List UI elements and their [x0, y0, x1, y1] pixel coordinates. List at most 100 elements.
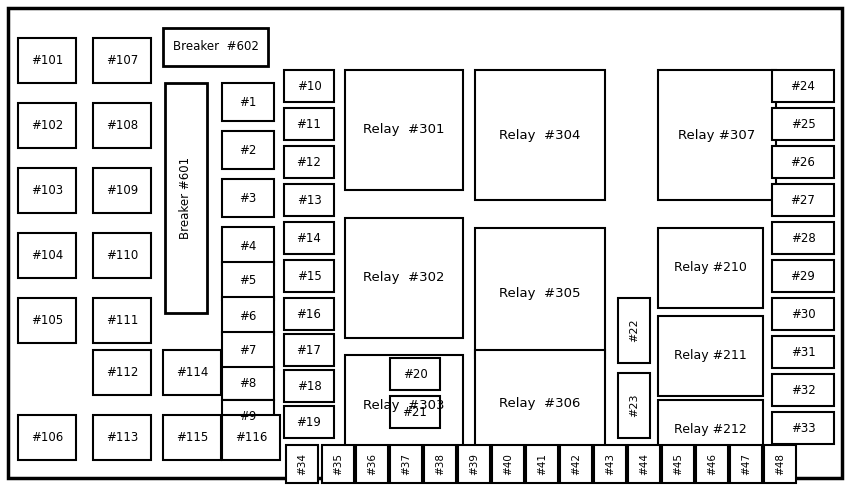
Bar: [284, 370, 334, 402]
Text: Relay  #303: Relay #303: [363, 399, 445, 411]
Text: Breaker  #602: Breaker #602: [173, 40, 258, 54]
Bar: [18, 298, 76, 343]
Text: #44: #44: [639, 453, 649, 475]
Bar: [772, 108, 834, 140]
Text: #107: #107: [106, 54, 138, 67]
Bar: [424, 445, 456, 483]
Text: #106: #106: [31, 431, 63, 444]
Bar: [772, 374, 834, 406]
Text: #20: #20: [403, 368, 428, 380]
Bar: [222, 262, 274, 300]
Text: #1: #1: [240, 95, 257, 109]
Text: #28: #28: [790, 232, 815, 245]
Text: #101: #101: [31, 54, 63, 67]
Text: #37: #37: [401, 453, 411, 475]
Text: #47: #47: [741, 453, 751, 475]
Text: #6: #6: [240, 309, 257, 322]
Text: #39: #39: [469, 453, 479, 475]
Bar: [18, 168, 76, 213]
Text: #35: #35: [333, 453, 343, 475]
Bar: [222, 83, 274, 121]
Text: #8: #8: [240, 377, 257, 390]
Text: #34: #34: [297, 453, 307, 475]
Text: #45: #45: [673, 453, 683, 475]
Text: #14: #14: [297, 232, 321, 245]
Bar: [18, 38, 76, 83]
Bar: [284, 184, 334, 216]
Text: #42: #42: [571, 453, 581, 475]
Bar: [772, 412, 834, 444]
Text: #19: #19: [297, 416, 321, 429]
Text: #16: #16: [297, 308, 321, 320]
Bar: [618, 298, 650, 363]
Bar: [390, 358, 440, 390]
Bar: [658, 70, 776, 200]
Bar: [284, 108, 334, 140]
Bar: [458, 445, 490, 483]
Text: #112: #112: [105, 366, 139, 379]
Bar: [163, 350, 221, 395]
Text: #29: #29: [790, 270, 815, 282]
Text: Relay #210: Relay #210: [674, 262, 747, 275]
Text: #31: #31: [790, 345, 815, 359]
Bar: [356, 445, 388, 483]
Text: #105: #105: [31, 314, 63, 327]
Bar: [560, 445, 592, 483]
Text: Relay #212: Relay #212: [674, 423, 747, 435]
Text: #12: #12: [297, 155, 321, 168]
Bar: [284, 222, 334, 254]
Text: #43: #43: [605, 453, 615, 475]
Bar: [390, 396, 440, 428]
Bar: [93, 103, 151, 148]
Text: Relay  #305: Relay #305: [499, 286, 581, 300]
Text: #46: #46: [707, 453, 717, 475]
Bar: [475, 350, 605, 458]
Bar: [222, 227, 274, 265]
Bar: [696, 445, 728, 483]
Bar: [18, 233, 76, 278]
Bar: [730, 445, 762, 483]
Bar: [764, 445, 796, 483]
Bar: [772, 70, 834, 102]
Text: #103: #103: [31, 184, 63, 197]
Bar: [222, 332, 274, 370]
Bar: [345, 70, 463, 190]
Text: #30: #30: [790, 308, 815, 320]
Text: Relay #211: Relay #211: [674, 349, 747, 363]
Text: #17: #17: [297, 343, 321, 357]
Text: #114: #114: [176, 366, 208, 379]
Text: Breaker #601: Breaker #601: [179, 157, 192, 239]
Bar: [772, 222, 834, 254]
Bar: [284, 334, 334, 366]
Text: #10: #10: [297, 80, 321, 92]
Text: #32: #32: [790, 383, 815, 397]
Text: Relay  #306: Relay #306: [499, 398, 581, 410]
Text: #4: #4: [240, 240, 257, 252]
Bar: [222, 367, 274, 400]
Text: #110: #110: [106, 249, 138, 262]
Bar: [284, 70, 334, 102]
Text: #9: #9: [240, 410, 257, 423]
Bar: [345, 218, 463, 338]
Text: #22: #22: [629, 319, 639, 342]
Text: Relay  #301: Relay #301: [363, 123, 445, 136]
Bar: [284, 146, 334, 178]
Bar: [772, 336, 834, 368]
Bar: [284, 406, 334, 438]
Text: #102: #102: [31, 119, 63, 132]
Text: Relay #307: Relay #307: [678, 128, 756, 142]
Text: #21: #21: [403, 405, 428, 419]
Bar: [284, 298, 334, 330]
Bar: [93, 298, 151, 343]
Bar: [163, 415, 221, 460]
Bar: [662, 445, 694, 483]
Text: #48: #48: [775, 453, 785, 475]
Bar: [658, 228, 763, 308]
Text: #109: #109: [106, 184, 138, 197]
Text: #5: #5: [240, 275, 257, 287]
Text: #26: #26: [790, 155, 815, 168]
Bar: [658, 400, 763, 458]
Text: #116: #116: [235, 431, 267, 444]
Bar: [222, 415, 280, 460]
Text: Relay  #302: Relay #302: [363, 272, 445, 284]
